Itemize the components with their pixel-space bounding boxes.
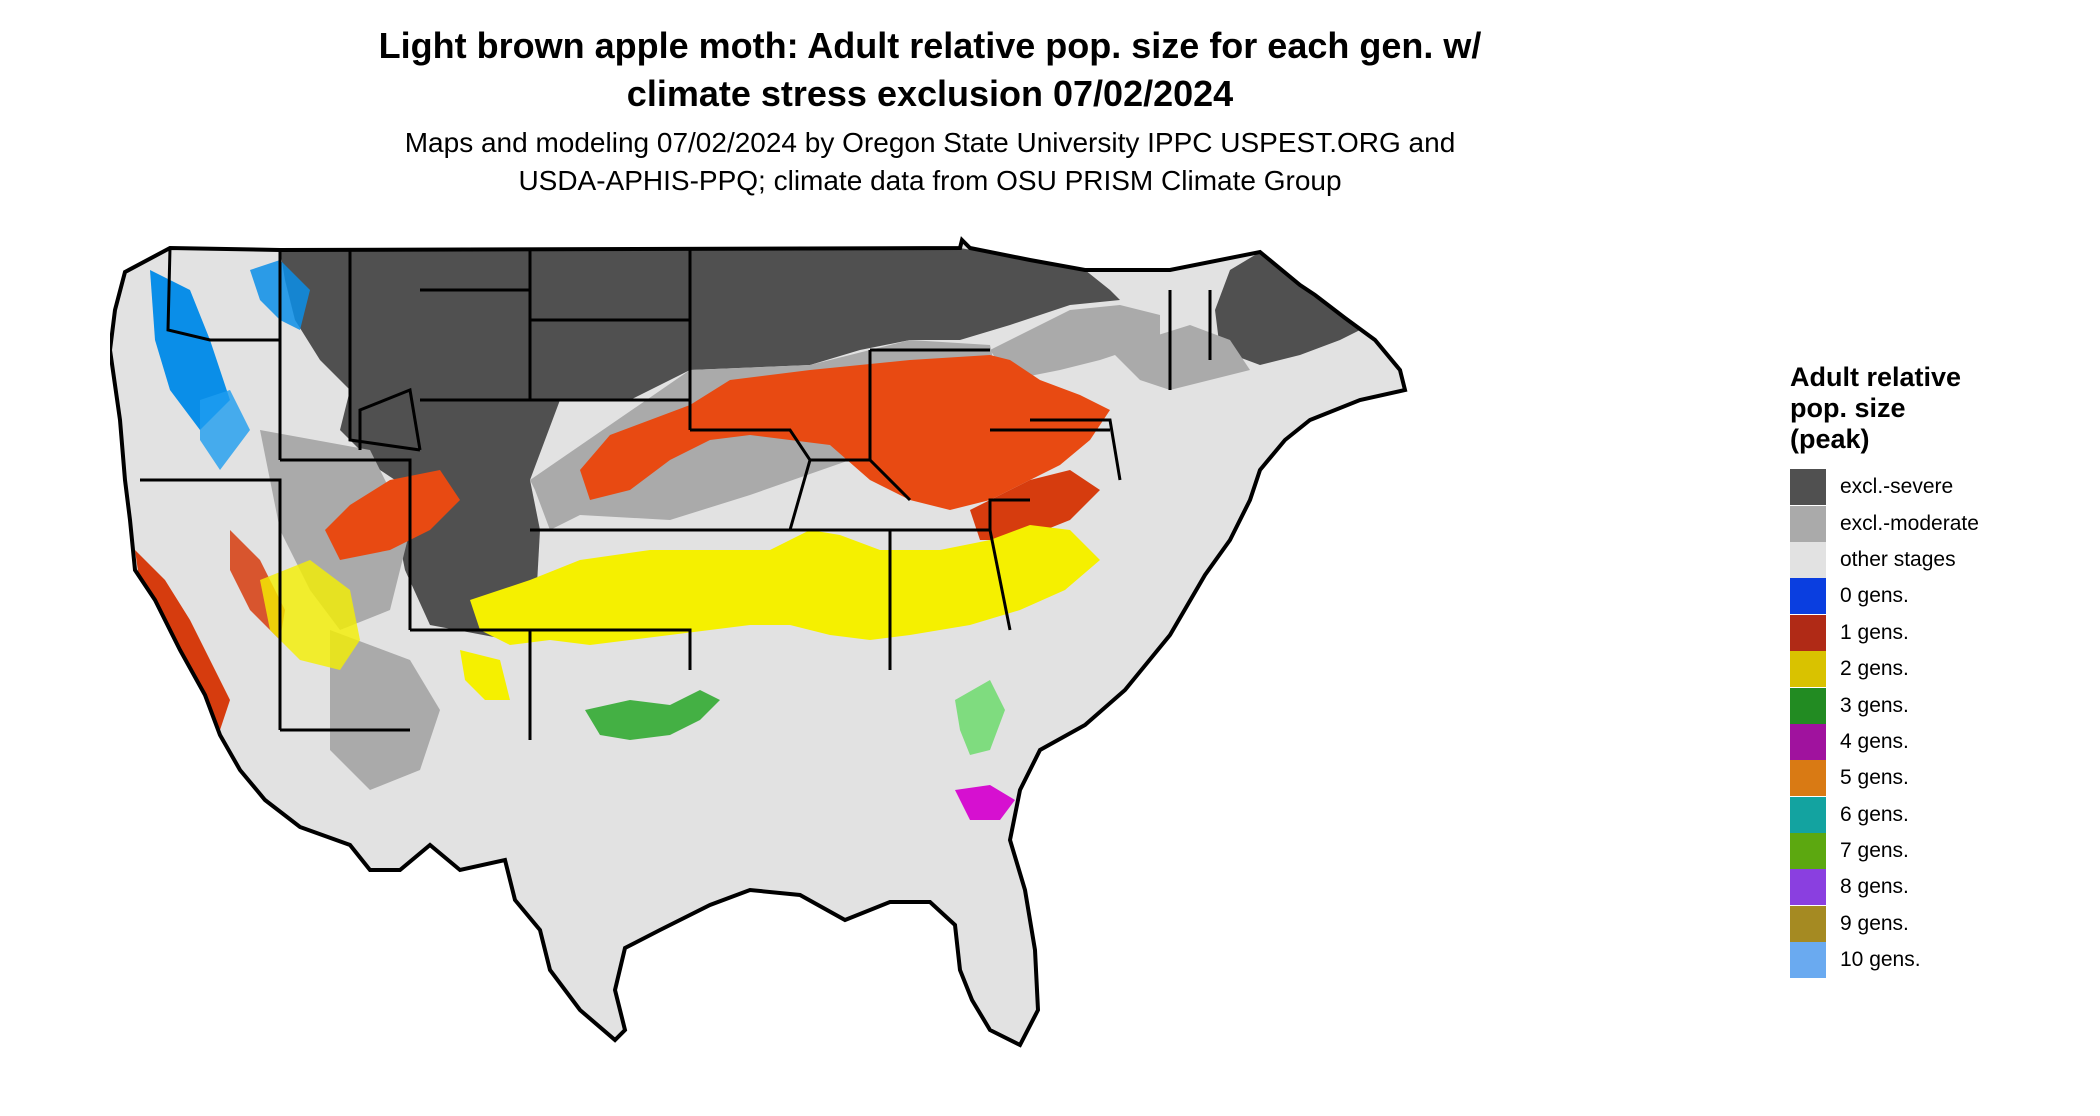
legend-item: 4 gens. bbox=[1790, 723, 2090, 760]
legend-label: 7 gens. bbox=[1840, 839, 1909, 863]
title-line-1: Light brown apple moth: Adult relative p… bbox=[378, 25, 1482, 66]
excl-moderate-greatlakes bbox=[990, 305, 1160, 380]
two-gens-band bbox=[470, 525, 1100, 645]
excl-moderate-southwest bbox=[330, 630, 440, 790]
legend-item: 2 gens. bbox=[1790, 651, 2090, 688]
legend-item: 5 gens. bbox=[1790, 760, 2090, 797]
legend-items: excl.-severe excl.-moderate other stages 0 … bbox=[1790, 469, 2090, 979]
legend-item: 8 gens. bbox=[1790, 869, 2090, 906]
legend-item: 3 gens. bbox=[1790, 687, 2090, 724]
map-raster bbox=[110, 240, 1405, 1045]
one-gen-appalachia bbox=[970, 470, 1100, 540]
legend-item: 7 gens. bbox=[1790, 833, 2090, 870]
legend-title-line-3: (peak) bbox=[1790, 424, 1870, 454]
legend-title: Adult relative pop. size (peak) bbox=[1790, 362, 2090, 455]
legend-item: 1 gens. bbox=[1790, 614, 2090, 651]
legend-label: other stages bbox=[1840, 547, 1956, 571]
legend-swatch bbox=[1790, 905, 1826, 942]
excl-moderate-newengland bbox=[1110, 325, 1250, 390]
legend-label: 5 gens. bbox=[1840, 766, 1909, 790]
four-gens-keys bbox=[955, 785, 1015, 820]
legend-swatch bbox=[1790, 505, 1826, 542]
one-gen-california bbox=[135, 550, 230, 730]
legend-label: 9 gens. bbox=[1840, 911, 1909, 935]
legend-swatch bbox=[1790, 796, 1826, 833]
two-gens-south-texas bbox=[460, 650, 510, 700]
legend-label: excl.-severe bbox=[1840, 475, 1954, 499]
three-gens-florida bbox=[955, 680, 1005, 755]
legend-label: 6 gens. bbox=[1840, 802, 1909, 826]
legend-item: excl.-moderate bbox=[1790, 505, 2090, 542]
legend-swatch bbox=[1790, 578, 1826, 615]
legend-swatch bbox=[1790, 833, 1826, 870]
excl-severe-north bbox=[280, 248, 1120, 500]
subtitle-line-1: Maps and modeling 07/02/2024 by Oregon S… bbox=[404, 127, 1456, 158]
legend-label: 4 gens. bbox=[1840, 729, 1909, 753]
legend-item: 9 gens. bbox=[1790, 905, 2090, 942]
legend-label: 1 gens. bbox=[1840, 620, 1909, 644]
legend-label: excl.-moderate bbox=[1840, 511, 1979, 535]
legend-item: other stages bbox=[1790, 541, 2090, 578]
legend-label: 0 gens. bbox=[1840, 584, 1909, 608]
legend-label: 3 gens. bbox=[1840, 693, 1909, 717]
title-line-2: climate stress exclusion 07/02/2024 bbox=[626, 73, 1234, 114]
map-subtitle: Maps and modeling 07/02/2024 by Oregon S… bbox=[260, 124, 1600, 200]
legend-swatch bbox=[1790, 469, 1826, 506]
legend-swatch bbox=[1790, 614, 1826, 651]
legend-label: 8 gens. bbox=[1840, 875, 1909, 899]
one-gen-band-central bbox=[580, 355, 1110, 510]
one-gen-band-west bbox=[325, 470, 460, 560]
legend: Adult relative pop. size (peak) excl.-se… bbox=[1790, 362, 2090, 979]
us-map bbox=[110, 238, 1407, 1047]
zero-gens-cascades bbox=[150, 270, 230, 430]
two-gens-arizona bbox=[260, 560, 360, 670]
legend-label: 10 gens. bbox=[1840, 948, 1921, 972]
legend-swatch bbox=[1790, 723, 1826, 760]
legend-title-line-1: Adult relative bbox=[1790, 362, 1962, 392]
legend-item: 10 gens. bbox=[1790, 942, 2090, 979]
legend-label: 2 gens. bbox=[1840, 657, 1909, 681]
legend-swatch bbox=[1790, 687, 1826, 724]
legend-swatch bbox=[1790, 651, 1826, 688]
zero-gens-oregon bbox=[200, 390, 250, 470]
excl-severe-maine bbox=[1215, 252, 1360, 365]
legend-swatch bbox=[1790, 760, 1826, 797]
legend-item: 0 gens. bbox=[1790, 578, 2090, 615]
map-title: Light brown apple moth: Adult relative p… bbox=[260, 22, 1600, 118]
legend-swatch bbox=[1790, 541, 1826, 578]
three-gens-texas-coast bbox=[585, 690, 720, 740]
legend-item: 6 gens. bbox=[1790, 796, 2090, 833]
legend-swatch bbox=[1790, 869, 1826, 906]
legend-swatch bbox=[1790, 942, 1826, 979]
subtitle-line-2: USDA-APHIS-PPQ; climate data from OSU PR… bbox=[518, 165, 1342, 196]
legend-title-line-2: pop. size bbox=[1790, 393, 1906, 423]
legend-item: excl.-severe bbox=[1790, 469, 2090, 506]
state-boundaries bbox=[140, 247, 1212, 740]
